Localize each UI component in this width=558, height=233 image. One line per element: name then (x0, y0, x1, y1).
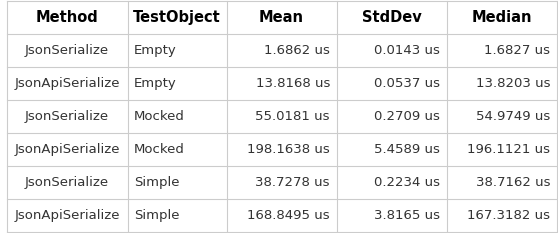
Text: 0.2234 us: 0.2234 us (374, 176, 440, 189)
Text: JsonSerialize: JsonSerialize (25, 110, 109, 123)
Text: Method: Method (36, 10, 98, 25)
Text: 38.7162 us: 38.7162 us (475, 176, 550, 189)
Text: 168.8495 us: 168.8495 us (247, 209, 330, 222)
Text: 13.8168 us: 13.8168 us (256, 77, 330, 90)
Text: 13.8203 us: 13.8203 us (475, 77, 550, 90)
Text: 1.6827 us: 1.6827 us (484, 44, 550, 57)
Text: 0.0537 us: 0.0537 us (374, 77, 440, 90)
Text: 5.4589 us: 5.4589 us (374, 143, 440, 156)
Text: 198.1638 us: 198.1638 us (247, 143, 330, 156)
Text: Mean: Mean (259, 10, 304, 25)
Text: Empty: Empty (134, 77, 177, 90)
Text: Simple: Simple (134, 176, 180, 189)
Text: 1.6862 us: 1.6862 us (264, 44, 330, 57)
Text: 54.9749 us: 54.9749 us (476, 110, 550, 123)
Text: 0.2709 us: 0.2709 us (374, 110, 440, 123)
Text: 3.8165 us: 3.8165 us (374, 209, 440, 222)
Text: Mocked: Mocked (134, 143, 185, 156)
Text: JsonApiSerialize: JsonApiSerialize (15, 77, 120, 90)
Text: StdDev: StdDev (362, 10, 421, 25)
Text: 55.0181 us: 55.0181 us (256, 110, 330, 123)
Text: Empty: Empty (134, 44, 177, 57)
Text: JsonApiSerialize: JsonApiSerialize (15, 209, 120, 222)
Text: 38.7278 us: 38.7278 us (256, 176, 330, 189)
Text: JsonSerialize: JsonSerialize (25, 176, 109, 189)
Text: JsonSerialize: JsonSerialize (25, 44, 109, 57)
Text: JsonApiSerialize: JsonApiSerialize (15, 143, 120, 156)
Text: Median: Median (472, 10, 532, 25)
Text: 196.1121 us: 196.1121 us (467, 143, 550, 156)
Text: Simple: Simple (134, 209, 180, 222)
Text: Mocked: Mocked (134, 110, 185, 123)
Text: 0.0143 us: 0.0143 us (374, 44, 440, 57)
Text: 167.3182 us: 167.3182 us (467, 209, 550, 222)
Text: TestObject: TestObject (133, 10, 221, 25)
